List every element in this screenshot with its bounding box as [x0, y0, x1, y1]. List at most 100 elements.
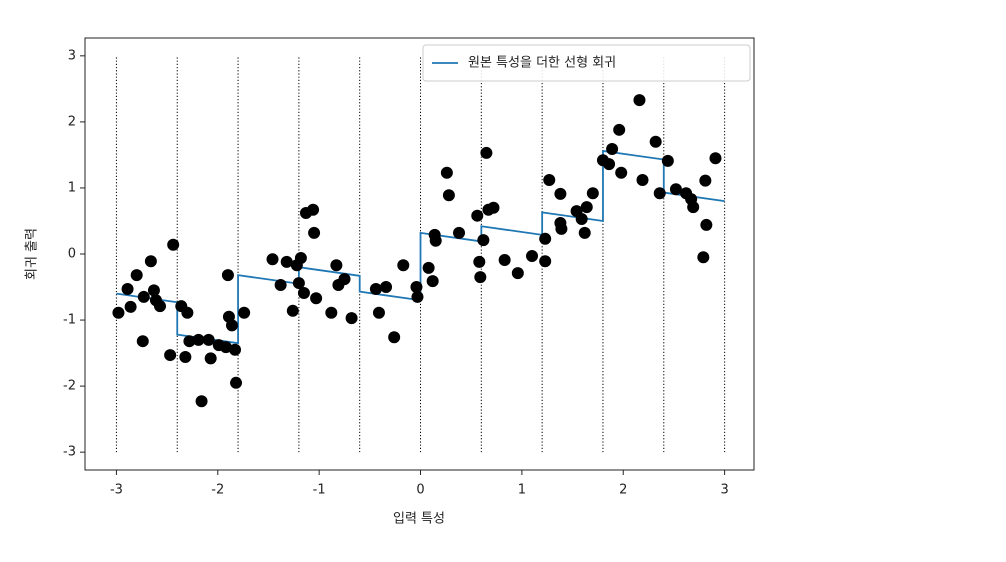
data-point: [473, 255, 486, 268]
data-point: [709, 152, 722, 165]
x-tick-label: -3: [110, 483, 123, 498]
data-point: [274, 279, 287, 292]
data-point: [453, 226, 466, 239]
y-tick-label: -2: [63, 379, 76, 394]
data-point: [613, 123, 626, 136]
data-point: [204, 352, 217, 365]
x-tick-label: -2: [211, 483, 224, 498]
data-point: [292, 277, 305, 290]
data-point: [477, 234, 490, 247]
y-tick-label: 3: [68, 48, 76, 63]
data-point: [154, 300, 167, 313]
legend-label: 원본 특성을 더한 선형 회귀: [468, 56, 616, 71]
y-tick-label: 2: [68, 114, 76, 129]
data-point: [578, 226, 591, 239]
data-point: [442, 189, 455, 202]
data-point: [575, 212, 588, 225]
data-point: [369, 283, 382, 296]
data-point: [136, 335, 149, 348]
data-point: [543, 174, 556, 187]
data-point: [426, 275, 439, 288]
y-axis-label: 회귀 출력: [25, 228, 40, 280]
plot-area: [112, 55, 726, 453]
data-point: [422, 261, 435, 274]
data-point: [539, 255, 552, 268]
y-tick-label: -3: [63, 445, 76, 460]
data-point: [310, 292, 323, 305]
data-point: [586, 187, 599, 200]
x-tick-label: 2: [619, 483, 627, 498]
data-point: [653, 187, 666, 200]
data-point: [130, 269, 143, 282]
data-point: [308, 226, 321, 239]
data-point: [669, 183, 682, 196]
legend-box: [422, 44, 751, 82]
data-point: [195, 395, 208, 408]
data-point: [633, 94, 646, 107]
y-tick-label: -1: [63, 313, 76, 328]
data-point: [266, 253, 279, 266]
data-point: [307, 203, 320, 216]
data-point: [124, 300, 137, 313]
data-point: [606, 142, 619, 155]
data-point: [474, 271, 487, 284]
data-point: [167, 238, 180, 251]
data-point: [699, 174, 712, 187]
data-point: [411, 290, 424, 303]
y-tick-label: 1: [68, 180, 76, 195]
data-point: [603, 158, 616, 171]
data-point: [286, 304, 299, 317]
data-point: [192, 333, 205, 346]
data-point: [230, 376, 243, 389]
x-tick-label: -1: [313, 483, 326, 498]
data-point: [219, 341, 232, 354]
data-point: [280, 255, 293, 268]
data-point: [380, 281, 393, 294]
data-point: [325, 306, 338, 319]
data-point: [112, 306, 125, 319]
data-point: [221, 269, 234, 282]
x-tick-label: 1: [518, 483, 526, 498]
data-point: [294, 251, 307, 264]
axes-frame: [84, 37, 755, 471]
data-point: [487, 201, 500, 214]
data-point: [636, 174, 649, 187]
data-point: [498, 253, 511, 266]
data-point: [179, 351, 192, 364]
data-point: [388, 331, 401, 344]
data-point: [330, 259, 343, 272]
data-point: [554, 187, 567, 200]
data-point: [440, 166, 453, 179]
data-point: [580, 201, 593, 214]
data-point: [397, 259, 410, 272]
data-point: [410, 281, 423, 294]
data-point: [297, 286, 310, 299]
x-tick-label: 0: [416, 483, 424, 498]
data-point: [615, 166, 628, 179]
data-point: [338, 273, 351, 286]
data-point: [700, 218, 713, 231]
data-point: [697, 251, 710, 264]
x-tick-label: 3: [720, 483, 728, 498]
data-point: [687, 201, 700, 214]
data-point: [429, 234, 442, 247]
data-point: [555, 222, 568, 235]
data-point: [649, 135, 662, 148]
data-point: [511, 267, 524, 280]
data-point: [147, 284, 160, 297]
data-point: [471, 209, 484, 222]
data-point: [345, 312, 358, 325]
data-point: [539, 232, 552, 245]
data-point: [164, 349, 177, 362]
data-point: [183, 335, 196, 348]
data-point: [181, 306, 194, 319]
data-point: [229, 343, 242, 356]
data-point: [144, 255, 157, 268]
data-point: [137, 290, 150, 303]
y-tick-label: 0: [68, 247, 76, 262]
data-point: [372, 306, 385, 319]
data-point: [661, 154, 674, 167]
data-point: [225, 319, 238, 332]
data-point: [480, 146, 493, 159]
